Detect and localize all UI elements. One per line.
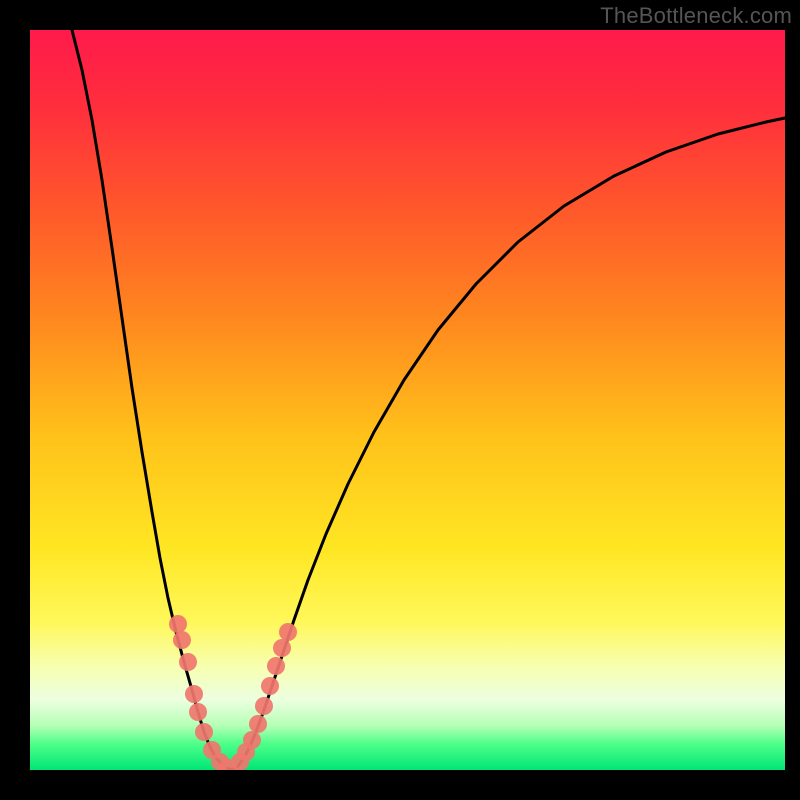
watermark-text: TheBottleneck.com [600, 3, 792, 29]
chart-stage: TheBottleneck.com [0, 0, 800, 800]
plot-background [0, 0, 800, 800]
